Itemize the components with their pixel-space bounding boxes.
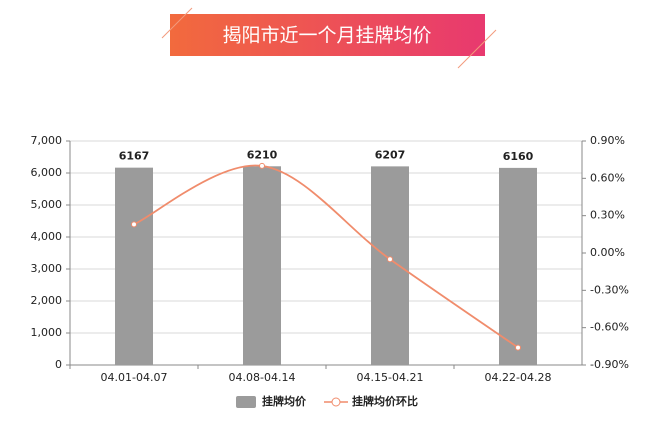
line-point — [259, 162, 265, 169]
bar — [243, 166, 281, 365]
chart-title: 揭阳市近一个月挂牌均价 — [222, 25, 431, 47]
line — [133, 164, 519, 349]
y2-tick-label: -0.30% — [590, 283, 629, 296]
legend-label: 挂牌均价 — [262, 394, 307, 408]
x-tick-label: 04.22-04.28 — [485, 371, 552, 384]
y2-tick-label: 0.60% — [590, 171, 625, 184]
y2-tick-label: 0.90% — [590, 134, 625, 147]
y-tick-label: 0 — [55, 358, 62, 371]
bar-value-label: 6160 — [503, 150, 534, 163]
legend-swatch — [236, 396, 256, 408]
y2-tick-label: -0.60% — [590, 321, 629, 334]
bar-value-label: 6207 — [375, 148, 406, 161]
y2-tick-label: 0.30% — [590, 209, 625, 222]
x-tick-label: 04.15-04.21 — [357, 371, 424, 384]
y-tick-label: 2,000 — [31, 294, 63, 307]
line-point — [131, 221, 137, 228]
decor-line — [161, 7, 193, 39]
decor-line — [457, 29, 497, 69]
bar-value-label: 6167 — [119, 150, 150, 163]
line-point — [387, 256, 393, 263]
y2-tick-label: 0.00% — [590, 246, 625, 259]
title-banner: 揭阳市近一个月挂牌均价 — [161, 7, 497, 69]
y-tick-label: 5,000 — [31, 198, 63, 211]
x-tick-label: 04.08-04.14 — [229, 371, 296, 384]
bar — [371, 166, 409, 365]
y2-tick-label: -0.90% — [590, 358, 629, 371]
y-tick-label: 4,000 — [31, 230, 63, 243]
y-tick-label: 3,000 — [31, 262, 63, 275]
y-tick-label: 7,000 — [31, 134, 63, 147]
line-point — [515, 344, 521, 351]
banner — [170, 14, 485, 56]
bar — [499, 167, 537, 365]
legend-label: 挂牌均价环比 — [352, 394, 418, 408]
y-tick-label: 1,000 — [31, 326, 63, 339]
bar — [115, 167, 153, 365]
bar-value-label: 6210 — [247, 148, 278, 161]
x-tick-label: 04.01-04.07 — [101, 371, 168, 384]
legend-swatch — [331, 397, 341, 407]
y-tick-label: 6,000 — [31, 166, 63, 179]
